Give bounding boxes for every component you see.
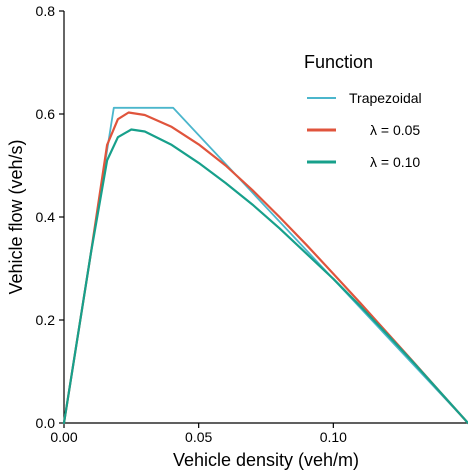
x-tick-label: 0.05 xyxy=(185,429,212,445)
legend-label-2: λ = 0.05 xyxy=(370,122,420,138)
y-tick-label: 0.8 xyxy=(36,3,56,19)
legend-title: Function xyxy=(304,52,373,72)
y-tick-label: 0.2 xyxy=(36,312,56,328)
legend-label-1: Trapezoidal xyxy=(349,90,422,106)
y-axis-ticks: 0.0 0.2 0.4 0.6 0.8 xyxy=(36,3,64,431)
series-lines xyxy=(62,106,468,425)
x-axis-ticks: 0.00 0.05 0.10 xyxy=(50,423,347,445)
x-tick-label: 0.00 xyxy=(50,429,77,445)
series-line-3 xyxy=(62,128,468,425)
x-axis-title: Vehicle density (veh/m) xyxy=(173,450,359,470)
plot-area: 0.00 0.05 0.10 0.0 0.2 0.4 0.6 0.8 xyxy=(36,3,468,445)
legend: Function Trapezoidal λ = 0.05 λ = 0.10 xyxy=(304,52,422,170)
y-tick-label: 0.0 xyxy=(36,415,56,431)
legend-items: Trapezoidal λ = 0.05 λ = 0.10 xyxy=(307,90,422,170)
y-tick-label: 0.4 xyxy=(36,209,56,225)
x-tick-label: 0.10 xyxy=(320,429,347,445)
y-tick-label: 0.6 xyxy=(36,106,56,122)
y-axis-title: Vehicle flow (veh/s) xyxy=(6,139,26,294)
legend-label-3: λ = 0.10 xyxy=(370,154,420,170)
